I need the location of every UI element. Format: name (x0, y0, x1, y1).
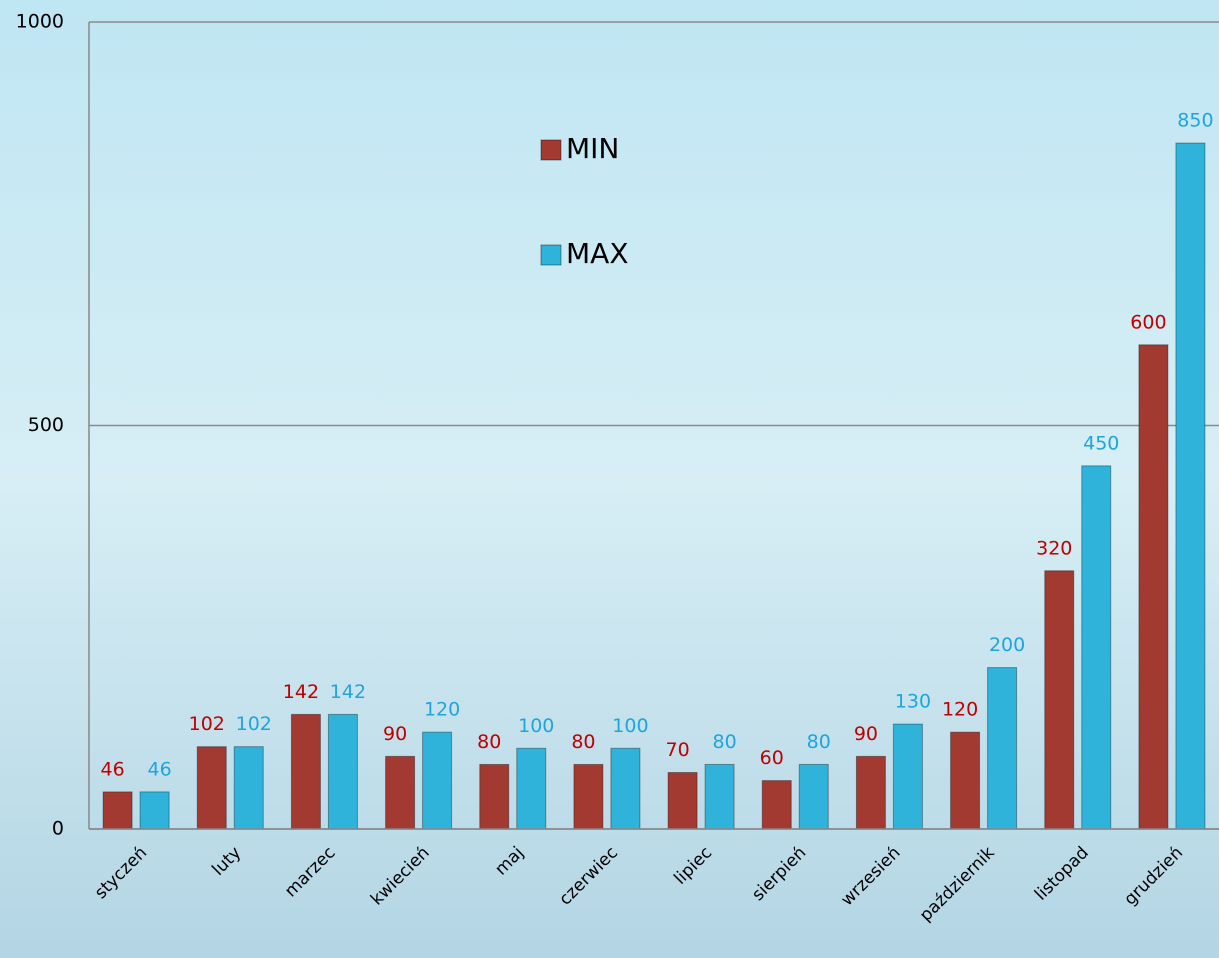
value-label: 120 (424, 699, 460, 721)
bar (233, 746, 264, 830)
value-label: 102 (236, 713, 272, 735)
legend-swatch (540, 139, 562, 161)
value-label: 120 (942, 699, 978, 721)
bar (855, 755, 886, 830)
value-label: 80 (712, 731, 736, 753)
y-tick-label: 1000 (16, 11, 64, 33)
bar (139, 791, 170, 830)
value-label: 60 (760, 747, 784, 769)
value-label: 90 (854, 723, 878, 745)
legend-label: MIN (566, 132, 619, 165)
value-label: 200 (989, 634, 1025, 656)
bar (290, 713, 321, 830)
bar (950, 731, 981, 830)
bar (704, 763, 735, 830)
bar (327, 713, 358, 830)
bar (798, 763, 829, 830)
y-tick-label: 500 (28, 414, 64, 436)
bar (479, 763, 510, 830)
value-label: 46 (100, 758, 124, 780)
bar (1175, 142, 1206, 830)
value-label: 102 (189, 713, 225, 735)
bar (385, 755, 416, 830)
value-label: 80 (807, 731, 831, 753)
bar (102, 791, 133, 830)
y-tick-label: 0 (52, 818, 64, 840)
value-label: 130 (895, 691, 931, 713)
value-label: 80 (477, 731, 501, 753)
value-label: 320 (1036, 537, 1072, 559)
value-label: 142 (330, 681, 366, 703)
bar (1044, 570, 1075, 830)
bar (761, 780, 792, 830)
value-label: 142 (283, 681, 319, 703)
legend-swatch (540, 244, 562, 266)
value-label: 100 (518, 715, 554, 737)
bar (610, 747, 641, 830)
bar (892, 723, 923, 830)
bar (422, 731, 453, 830)
value-label: 450 (1083, 432, 1119, 454)
bar (987, 667, 1018, 830)
bar (1138, 344, 1169, 830)
value-label: 600 (1130, 311, 1166, 333)
bar (1081, 465, 1112, 830)
bar (516, 747, 547, 830)
value-label: 70 (665, 739, 689, 761)
legend-label: MAX (566, 237, 629, 270)
value-label: 100 (612, 715, 648, 737)
bar (196, 746, 227, 830)
bar (667, 772, 698, 830)
value-label: 90 (383, 723, 407, 745)
bar (573, 763, 604, 830)
value-label: 80 (571, 731, 595, 753)
value-label: 850 (1177, 110, 1213, 132)
value-label: 46 (147, 758, 171, 780)
